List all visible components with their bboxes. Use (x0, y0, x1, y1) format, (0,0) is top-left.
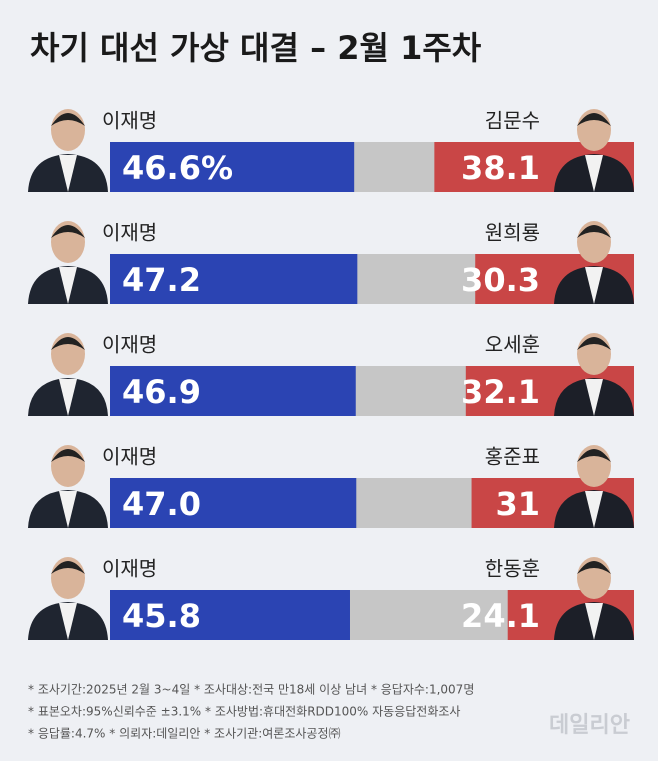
chart-title: 차기 대선 가상 대결 – 2월 1주차 (30, 29, 482, 67)
footnote: * 표본오차:95%신뢰수준 ±3.1% * 조사방법:휴대전화RDD100% … (28, 705, 460, 719)
right-value-label: 30.3 (461, 261, 540, 299)
portrait-hair (577, 113, 611, 126)
footnote: * 조사기간:2025년 2월 3~4일 * 조사대상:전국 만18세 이상 남… (28, 683, 474, 697)
portrait-shirt (585, 603, 603, 640)
left-name: 이재명 (102, 109, 157, 133)
left-value-label: 45.8 (122, 597, 201, 635)
portrait-shirt (59, 267, 77, 304)
left-value-label: 47.2 (122, 261, 201, 299)
portrait-hair (577, 337, 611, 350)
bar-left (110, 254, 358, 304)
right-name: 오세훈 (485, 333, 540, 357)
portrait-hair (51, 561, 85, 574)
left-value-label: 47.0 (122, 485, 201, 523)
portrait-shirt (59, 379, 77, 416)
portrait (28, 333, 108, 416)
portrait (554, 109, 634, 192)
portrait-hair (51, 337, 85, 350)
bar-left (110, 478, 357, 528)
portrait-shirt (585, 267, 603, 304)
left-name: 이재명 (102, 333, 157, 357)
right-name: 한동훈 (485, 557, 540, 581)
portrait-hair (577, 561, 611, 574)
left-value-label: 46.6% (122, 149, 233, 187)
portrait (28, 445, 108, 528)
portrait (554, 221, 634, 304)
right-value-label: 32.1 (461, 373, 540, 411)
portrait (554, 557, 634, 640)
portrait-shirt (585, 155, 603, 192)
portrait (28, 557, 108, 640)
portrait-shirt (59, 491, 77, 528)
portrait (28, 109, 108, 192)
left-name: 이재명 (102, 557, 157, 581)
bar-left (110, 366, 356, 416)
portrait (554, 445, 634, 528)
portrait-shirt (585, 379, 603, 416)
watermark: 데일리안 (549, 713, 630, 738)
right-name: 홍준표 (485, 445, 540, 469)
portrait-hair (51, 449, 85, 462)
portrait-shirt (585, 491, 603, 528)
right-value-label: 31 (495, 485, 540, 523)
portrait (28, 221, 108, 304)
right-name: 원희룡 (485, 221, 540, 245)
portrait-shirt (59, 603, 77, 640)
left-name: 이재명 (102, 221, 157, 245)
portrait-shirt (59, 155, 77, 192)
portrait-hair (51, 113, 85, 126)
portrait-hair (577, 449, 611, 462)
right-name: 김문수 (485, 109, 540, 133)
right-value-label: 38.1 (461, 149, 540, 187)
portrait-hair (577, 225, 611, 238)
bar-left (110, 142, 355, 192)
right-value-label: 24.1 (461, 597, 540, 635)
portrait-hair (51, 225, 85, 238)
left-value-label: 46.9 (122, 373, 201, 411)
bar-left (110, 590, 350, 640)
portrait (554, 333, 634, 416)
left-name: 이재명 (102, 445, 157, 469)
footnote: * 응답률:4.7% * 의뢰자:데일리안 * 조사기관:여론조사공정㈜ (28, 727, 341, 741)
